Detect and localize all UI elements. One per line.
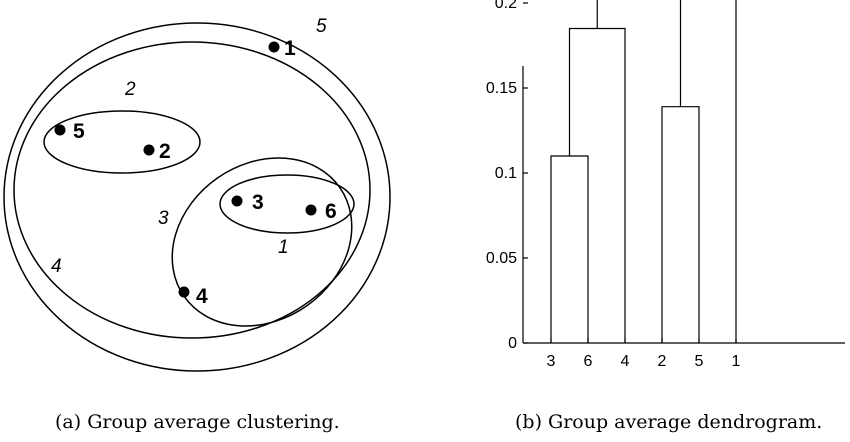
y-tick-label: 0 xyxy=(508,335,517,352)
cluster-label-2: 2 xyxy=(124,79,136,100)
point-label-3: 3 xyxy=(252,191,264,214)
x-tick-label: 1 xyxy=(732,353,741,370)
caption-b: (b) Group average dendrogram. xyxy=(515,411,822,433)
point-label-6: 6 xyxy=(325,200,337,223)
caption-a: (a) Group average clustering. xyxy=(55,411,340,433)
point-1 xyxy=(268,41,280,53)
point-3 xyxy=(231,195,243,207)
cluster-label-1: 1 xyxy=(278,237,289,258)
cluster-label-5: 5 xyxy=(316,16,327,37)
y-tick-label: 0.15 xyxy=(486,80,517,97)
cluster-4-boundary xyxy=(13,41,371,339)
dendrogram-link xyxy=(550,155,589,343)
dendrogram-link xyxy=(735,0,737,343)
cluster-5-boundary xyxy=(3,22,391,372)
dendrogram-link xyxy=(661,106,700,343)
x-tick-label: 2 xyxy=(658,353,667,370)
point-label-4: 4 xyxy=(196,285,208,308)
point-6 xyxy=(305,204,317,216)
dendrogram-link xyxy=(596,0,682,107)
point-label-1: 1 xyxy=(284,37,296,60)
cluster-labels: 5 2 3 1 4 xyxy=(51,16,327,277)
point-5 xyxy=(54,124,66,136)
cluster-points: 1 5 2 3 6 4 xyxy=(54,37,337,308)
y-tick-label: 0.05 xyxy=(486,250,517,267)
point-4 xyxy=(178,286,190,298)
x-tick-label: 4 xyxy=(621,353,630,370)
cluster-1-boundary xyxy=(219,174,355,234)
point-label-5: 5 xyxy=(73,120,85,143)
cluster-diagram xyxy=(3,22,391,372)
cluster-label-4: 4 xyxy=(51,256,62,277)
cluster-label-3: 3 xyxy=(158,208,169,229)
x-tick-label: 5 xyxy=(695,353,704,370)
cluster-2-boundary xyxy=(43,110,201,174)
dendrogram: 00.050.10.150.20.25364251 xyxy=(486,0,845,370)
y-tick-label: 0.1 xyxy=(495,165,517,182)
x-tick-label: 3 xyxy=(547,353,556,370)
point-2 xyxy=(143,144,155,156)
point-label-2: 2 xyxy=(159,140,171,163)
cluster-3-boundary xyxy=(171,157,353,327)
y-tick-label: 0.2 xyxy=(495,0,517,12)
x-tick-label: 6 xyxy=(584,353,593,370)
dendrogram-link xyxy=(568,27,626,343)
